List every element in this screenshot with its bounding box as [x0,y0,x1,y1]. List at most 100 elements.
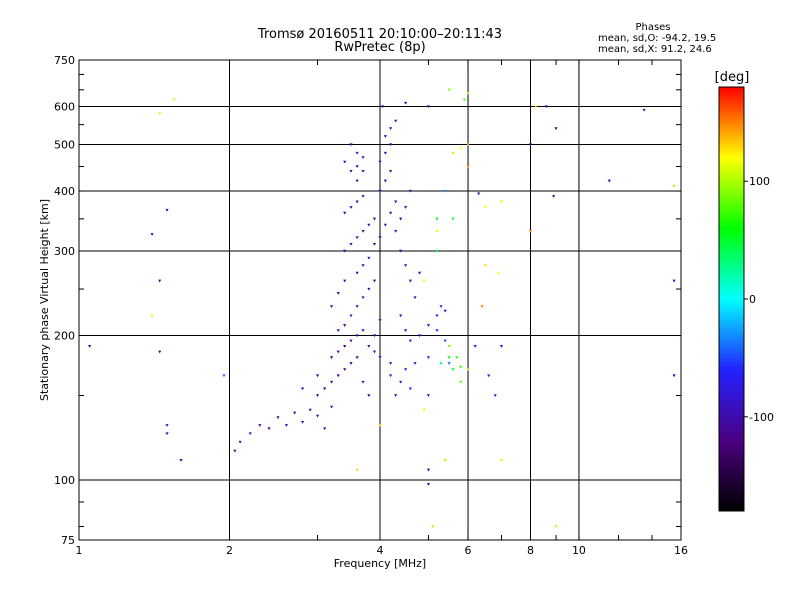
data-point [158,112,162,116]
data-point [435,249,439,253]
x-tick-label: 6 [465,544,472,557]
data-point [493,394,497,398]
y-tick-label: 400 [54,185,75,198]
data-point [443,339,447,343]
data-point [426,483,431,486]
data-point [496,271,500,275]
data-point [459,147,463,151]
data-point [343,211,347,215]
data-point [367,287,371,291]
x-tick-label: 16 [674,544,688,557]
data-point [179,458,183,462]
data-point [466,143,470,147]
data-point [426,468,431,472]
data-point [455,356,459,360]
data-point [403,206,408,209]
data-point [399,217,403,221]
data-point [378,319,382,323]
data-point [336,292,340,295]
data-point [388,362,393,365]
data-point [672,374,676,378]
data-point [466,165,470,169]
data-point [343,368,347,372]
data-point [343,279,347,283]
data-point [443,458,447,462]
data-point [447,362,451,365]
data-point [355,200,359,204]
colorbar-tick-label: 100 [749,175,770,188]
x-tick-label: 2 [226,544,233,557]
data-point [383,179,387,183]
data-point [300,420,305,424]
data-point [426,324,431,327]
data-point [172,98,176,102]
y-axis-label: Stationary phase Virtual Height [km] [38,199,51,401]
y-tick-label: 200 [54,330,75,343]
data-point [222,374,226,378]
data-point [435,229,439,233]
y-tick-label: 500 [54,139,75,152]
data-point [413,296,417,300]
y-tick-label: 100 [54,474,75,487]
data-point [367,223,371,227]
data-point [367,256,371,260]
data-point [349,169,353,173]
data-point [451,368,455,372]
data-point [300,387,305,391]
data-point [361,229,365,233]
colorbar-unit-label: [deg] [714,70,750,85]
data-point [315,374,320,378]
data-point [150,314,154,318]
data-point [378,160,382,164]
y-axis-ticks: 75 100 200 300 400 500 600 750 [54,54,681,547]
colorbar-tick-label: 0 [749,293,756,306]
data-point [459,365,463,369]
data-point [462,98,466,102]
chart-subtitle: RwPretec (8p) [334,40,426,55]
data-point [466,368,470,372]
data-point [426,394,431,398]
data-point [349,314,353,318]
data-point [361,169,365,173]
data-point [343,249,347,253]
data-point [165,432,169,436]
data-points [87,88,676,529]
data-point [315,394,320,398]
data-point [361,264,365,267]
data-point [394,229,398,233]
data-point [349,362,353,365]
data-point [447,345,451,348]
data-point [394,200,398,204]
data-point [447,356,451,360]
data-point [388,374,393,378]
data-point [372,350,377,354]
data-point [336,350,340,354]
data-point [355,151,359,155]
data-point [451,151,455,155]
data-point [499,200,504,204]
data-point [451,217,455,221]
data-point [439,362,443,365]
data-point [372,279,377,283]
data-point [528,229,533,233]
data-point [435,314,439,318]
data-point [403,329,408,332]
data-point [293,411,297,415]
data-point [473,345,477,348]
data-point [343,324,347,327]
x-tick-label: 1 [76,544,83,557]
x-axis-label: Frequency [MHz] [334,557,426,570]
y-tick-label: 750 [54,54,75,67]
data-point [383,151,387,155]
data-point [361,329,365,332]
colorbar-tick-label: -100 [749,411,774,424]
data-point [248,432,252,436]
data-point [378,424,382,427]
data-point [315,414,320,418]
data-point [439,305,443,309]
data-point [383,223,387,227]
data-point [329,356,334,360]
data-point [355,305,359,309]
data-point [403,368,408,372]
